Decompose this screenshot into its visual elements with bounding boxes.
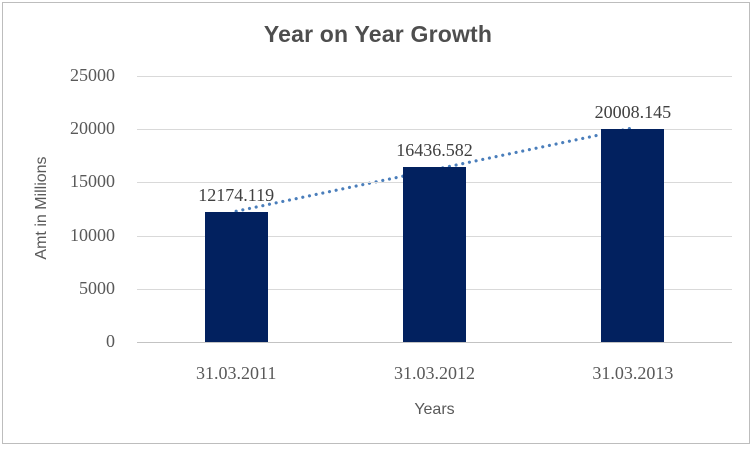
gridline bbox=[137, 76, 732, 77]
bar-data-label: 20008.145 bbox=[594, 102, 672, 123]
y-tick-label: 10000 bbox=[70, 224, 115, 245]
x-axis-line bbox=[137, 342, 732, 343]
y-tick-label: 15000 bbox=[70, 171, 115, 192]
chart-title: Year on Year Growth bbox=[263, 21, 493, 47]
plot-area: 12174.119 16436.582 20008.145 bbox=[137, 76, 732, 343]
x-tick-label: 31.03.2013 bbox=[592, 363, 674, 383]
bar bbox=[601, 129, 665, 342]
chart-frame-border bbox=[2, 2, 750, 444]
y-tick-label: 5000 bbox=[79, 277, 115, 298]
x-tick-label: 31.03.2012 bbox=[394, 363, 475, 383]
x-axis-tick-labels: 31.03.2011 31.03.2012 31.03.2013 bbox=[137, 363, 732, 387]
bar-data-label: 16436.582 bbox=[396, 140, 473, 161]
y-axis-tick-labels: 25000 20000 15000 10000 5000 0 bbox=[0, 65, 127, 351]
bar-data-label: 12174.119 bbox=[198, 185, 275, 206]
x-tick-label: 31.03.2011 bbox=[195, 363, 277, 383]
y-tick-label: 20000 bbox=[70, 118, 115, 139]
bar bbox=[204, 212, 268, 342]
trendline bbox=[234, 126, 635, 213]
trendline-segment bbox=[234, 126, 635, 213]
y-tick-label: 0 bbox=[106, 331, 115, 352]
gridline bbox=[137, 129, 732, 131]
y-tick-label: 25000 bbox=[70, 65, 115, 86]
bar bbox=[403, 167, 466, 342]
x-axis-title: Years bbox=[414, 401, 455, 418]
